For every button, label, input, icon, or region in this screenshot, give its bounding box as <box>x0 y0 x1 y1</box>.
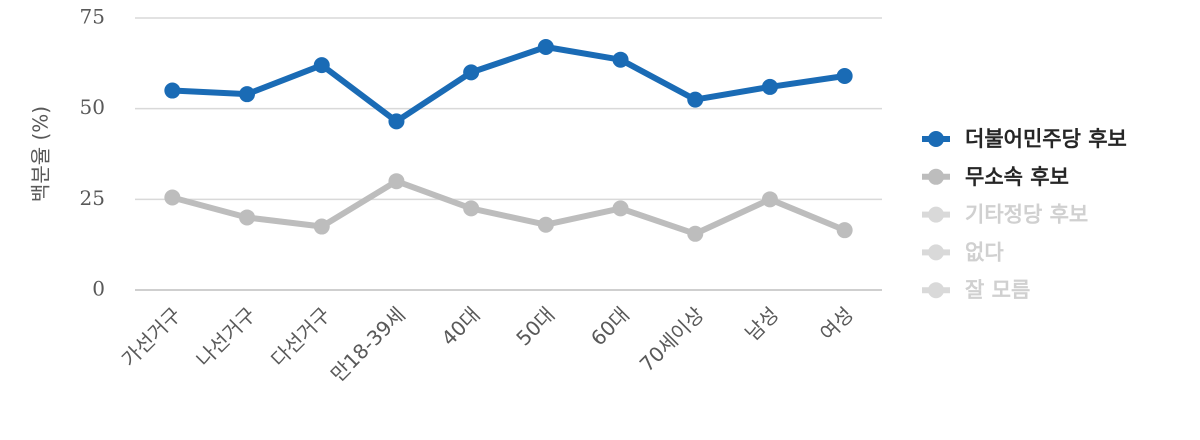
x-tick-label: 다선거구 <box>266 302 335 371</box>
data-point <box>164 82 181 99</box>
legend-label: 기타정당 후보 <box>965 203 1088 227</box>
data-point <box>612 200 629 217</box>
y-tick-label: 25 <box>80 186 105 210</box>
data-point <box>313 57 330 74</box>
data-point <box>836 222 853 239</box>
x-tick-label: 나선거구 <box>191 302 260 371</box>
data-point <box>612 51 629 68</box>
y-tick-label: 75 <box>80 5 105 29</box>
data-point <box>463 200 480 217</box>
x-tick-label: 70세이상 <box>635 302 709 376</box>
x-tick-label: 여성 <box>815 302 858 345</box>
data-point <box>761 191 778 208</box>
data-point <box>388 173 405 190</box>
series-line <box>172 44 846 125</box>
x-tick-label: 만18-39세 <box>326 302 410 386</box>
y-tick-label: 0 <box>92 277 105 301</box>
data-point <box>687 91 704 108</box>
legend-swatch <box>928 206 944 223</box>
legend-swatch <box>928 282 944 299</box>
x-tick-label: 60대 <box>586 302 634 350</box>
x-tick-label: 40대 <box>437 302 485 350</box>
legend-swatch <box>928 244 944 261</box>
legend-label: 잘 모름 <box>965 278 1030 302</box>
legend-label: 없다 <box>965 240 1004 264</box>
legend-swatch <box>928 168 944 185</box>
data-point <box>164 189 181 206</box>
data-point <box>313 218 330 235</box>
data-point <box>388 113 405 130</box>
y-tick-label: 50 <box>80 95 105 119</box>
series-line <box>171 178 846 237</box>
y-axis-label: 백분율 (%) <box>29 106 53 202</box>
data-point <box>761 78 778 95</box>
x-tick-label: 가선거구 <box>117 302 186 371</box>
legend-label: 무소속 후보 <box>965 165 1069 189</box>
data-point <box>463 64 480 81</box>
data-point <box>687 225 704 242</box>
data-point <box>537 216 554 233</box>
legend-label: 더불어민주당 후보 <box>965 127 1127 151</box>
data-point <box>537 39 554 56</box>
data-point <box>836 68 853 85</box>
x-tick-label: 50대 <box>511 302 559 350</box>
data-point <box>239 86 256 103</box>
x-tick-label: 남성 <box>740 302 783 345</box>
legend-swatch <box>928 131 944 147</box>
data-point <box>239 209 256 226</box>
